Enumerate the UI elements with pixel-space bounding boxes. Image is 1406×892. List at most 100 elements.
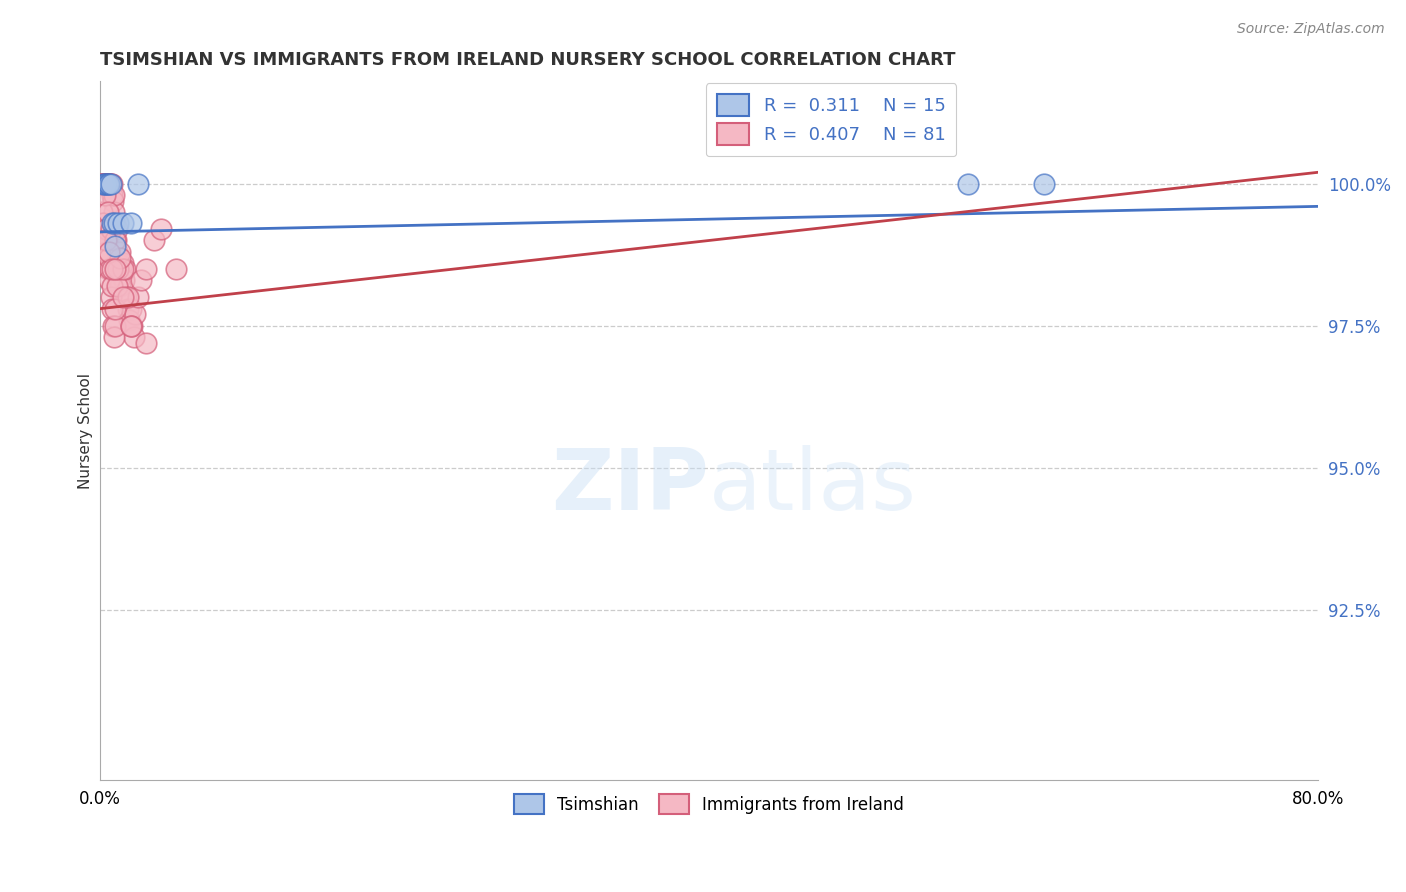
Point xyxy=(98,273,121,287)
Point xyxy=(105,279,128,293)
Point xyxy=(100,290,122,304)
Point xyxy=(97,177,120,191)
Point xyxy=(135,261,157,276)
Point xyxy=(1033,177,1056,191)
Point xyxy=(122,330,145,344)
Point xyxy=(103,205,125,219)
Point xyxy=(114,261,136,276)
Point xyxy=(127,177,149,191)
Point xyxy=(105,234,128,248)
Point xyxy=(96,234,118,248)
Text: atlas: atlas xyxy=(709,445,917,528)
Point xyxy=(96,177,118,191)
Point xyxy=(91,177,114,191)
Point xyxy=(94,188,117,202)
Point xyxy=(98,177,121,191)
Point xyxy=(957,177,980,191)
Y-axis label: Nursery School: Nursery School xyxy=(79,373,93,489)
Point xyxy=(112,273,135,287)
Point xyxy=(104,234,127,248)
Point xyxy=(101,301,124,316)
Point xyxy=(101,318,124,333)
Point xyxy=(98,177,121,191)
Text: Source: ZipAtlas.com: Source: ZipAtlas.com xyxy=(1237,22,1385,37)
Point xyxy=(120,301,142,316)
Point xyxy=(97,251,120,265)
Point xyxy=(121,318,143,333)
Point xyxy=(91,177,114,191)
Point xyxy=(91,216,114,230)
Point xyxy=(96,234,118,248)
Point xyxy=(127,290,149,304)
Point xyxy=(94,222,117,236)
Legend: Tsimshian, Immigrants from Ireland: Tsimshian, Immigrants from Ireland xyxy=(505,784,914,824)
Point xyxy=(96,244,118,259)
Point xyxy=(97,177,120,191)
Point xyxy=(108,273,131,287)
Point xyxy=(98,177,121,191)
Point xyxy=(100,177,122,191)
Point xyxy=(90,177,112,191)
Point xyxy=(104,239,127,253)
Point xyxy=(107,216,129,230)
Point xyxy=(94,177,117,191)
Point xyxy=(94,177,117,191)
Point xyxy=(165,261,187,276)
Point xyxy=(97,261,120,276)
Point xyxy=(97,177,120,191)
Point xyxy=(108,251,131,265)
Point xyxy=(115,290,138,304)
Point xyxy=(103,216,125,230)
Point xyxy=(98,261,121,276)
Point xyxy=(105,244,128,259)
Point xyxy=(142,234,165,248)
Point xyxy=(150,222,173,236)
Point xyxy=(120,216,142,230)
Point xyxy=(107,261,129,276)
Point xyxy=(104,318,127,333)
Text: TSIMSHIAN VS IMMIGRANTS FROM IRELAND NURSERY SCHOOL CORRELATION CHART: TSIMSHIAN VS IMMIGRANTS FROM IRELAND NUR… xyxy=(100,51,956,69)
Point xyxy=(100,279,122,293)
Point xyxy=(93,177,115,191)
Point xyxy=(96,177,118,191)
Point xyxy=(131,273,153,287)
Text: ZIP: ZIP xyxy=(551,445,709,528)
Point xyxy=(94,234,117,248)
Point xyxy=(101,216,124,230)
Point xyxy=(90,205,112,219)
Point xyxy=(104,261,127,276)
Point xyxy=(103,188,125,202)
Point xyxy=(97,205,120,219)
Point xyxy=(96,177,118,191)
Point xyxy=(124,307,146,321)
Point xyxy=(103,330,125,344)
Point xyxy=(117,301,139,316)
Point xyxy=(101,261,124,276)
Point xyxy=(100,177,122,191)
Point xyxy=(112,261,135,276)
Point xyxy=(104,301,127,316)
Point xyxy=(107,256,129,270)
Point xyxy=(101,188,124,202)
Point xyxy=(112,256,135,270)
Point xyxy=(112,290,135,304)
Point xyxy=(120,318,142,333)
Point xyxy=(120,318,142,333)
Point xyxy=(105,222,128,236)
Point xyxy=(135,335,157,350)
Point xyxy=(104,216,127,230)
Point xyxy=(101,194,124,208)
Point xyxy=(107,261,129,276)
Point xyxy=(90,177,112,191)
Point xyxy=(110,261,132,276)
Point xyxy=(104,234,127,248)
Point xyxy=(100,177,122,191)
Point xyxy=(108,279,131,293)
Point xyxy=(98,244,121,259)
Point xyxy=(112,216,135,230)
Point xyxy=(108,244,131,259)
Point xyxy=(117,290,139,304)
Point xyxy=(91,177,114,191)
Point xyxy=(94,177,117,191)
Point xyxy=(118,313,141,327)
